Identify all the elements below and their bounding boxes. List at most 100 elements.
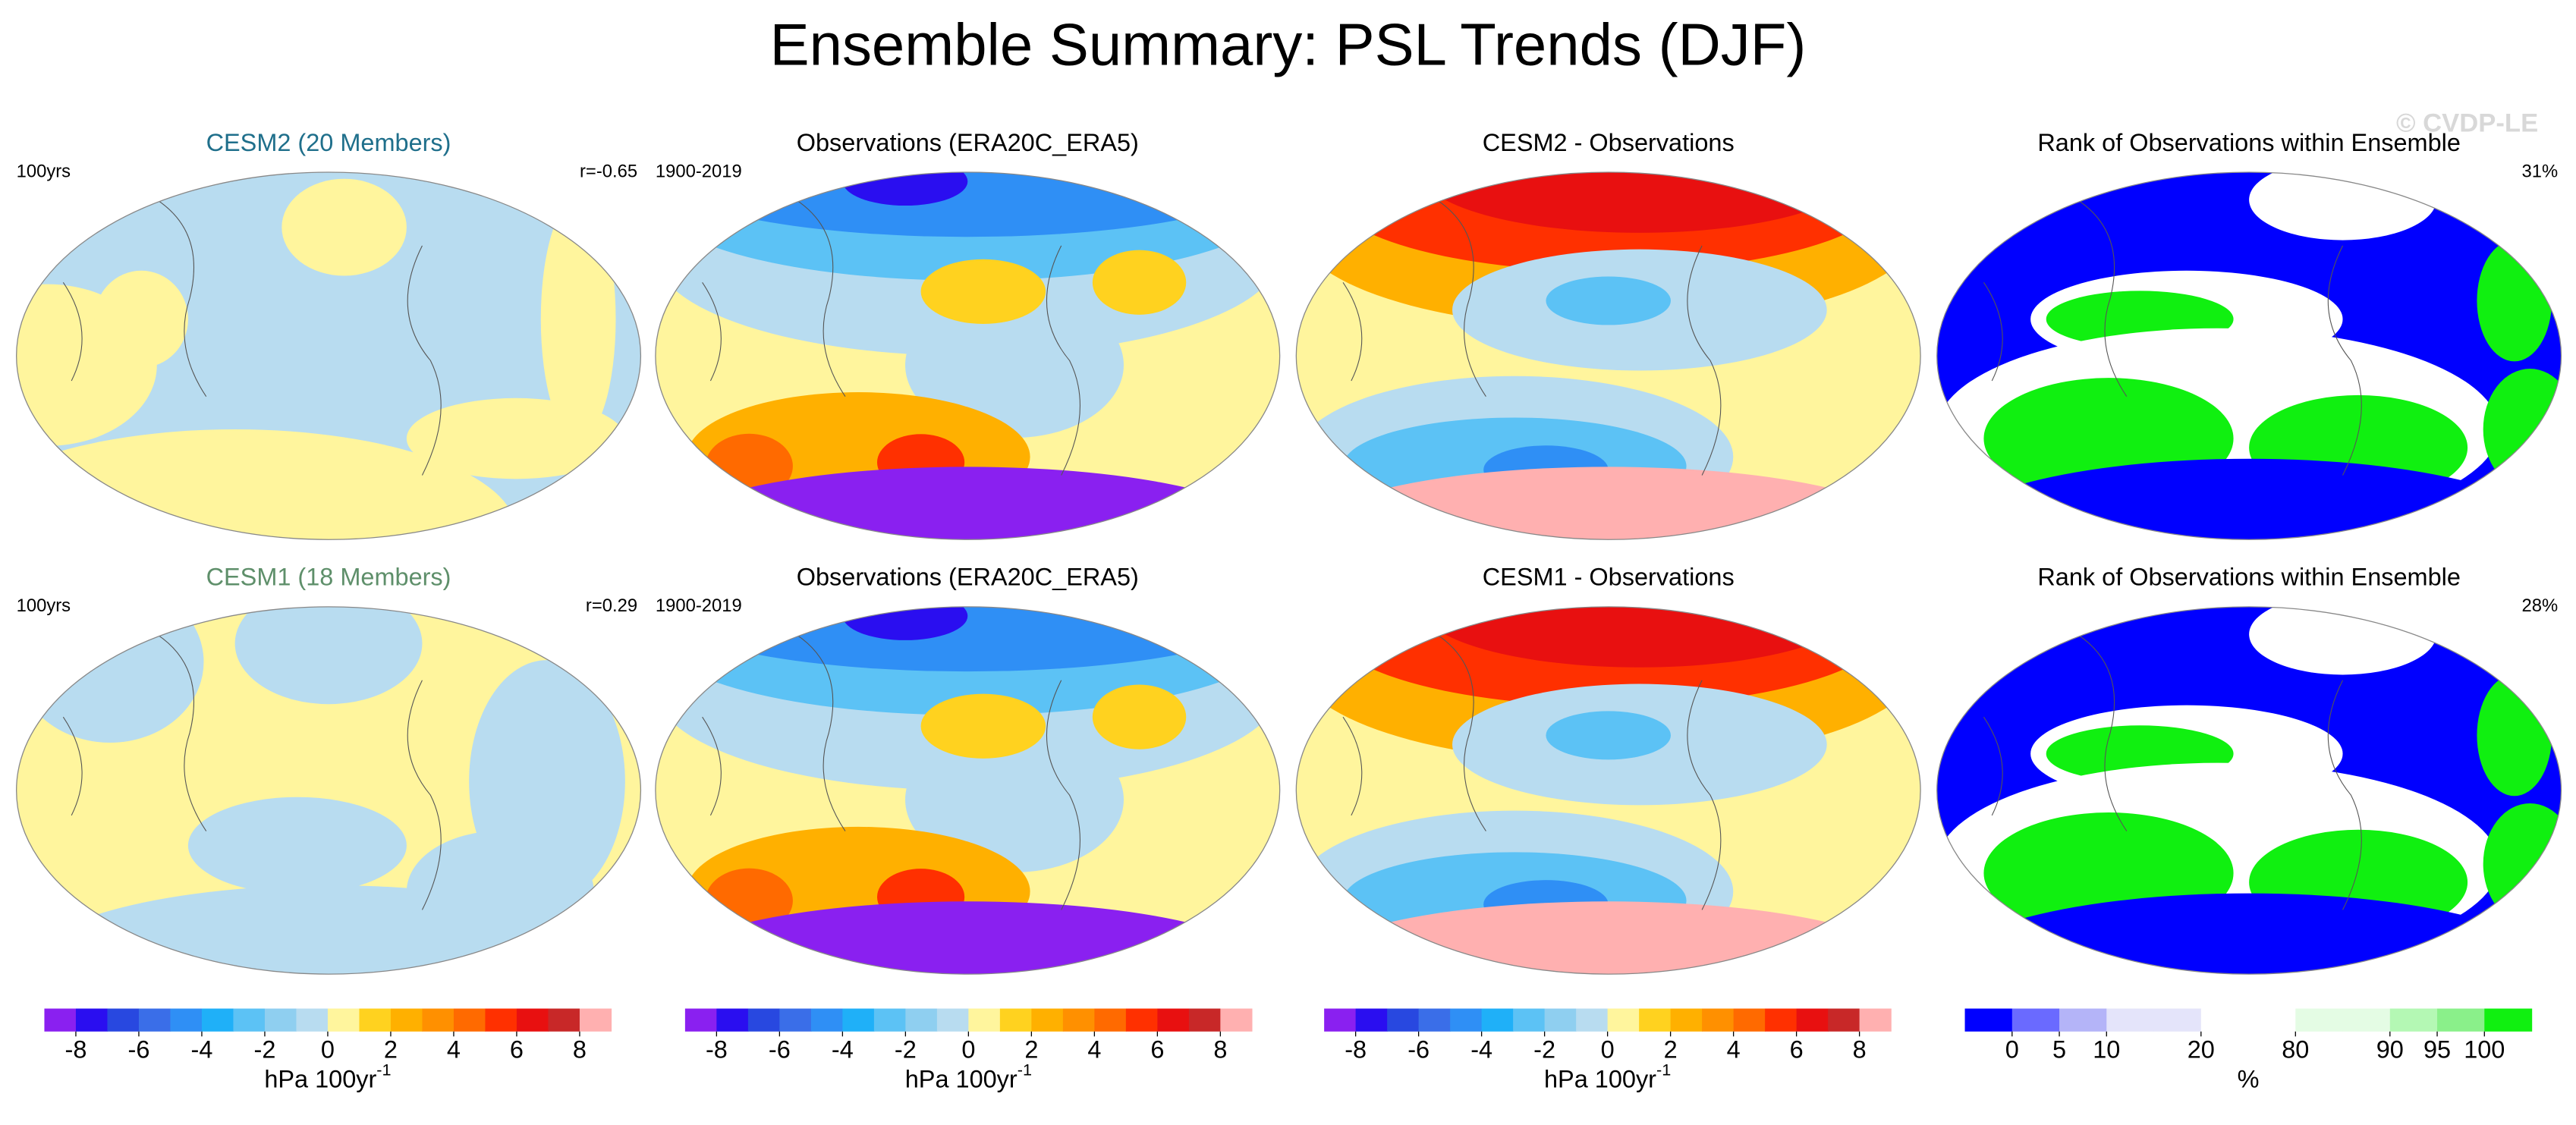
colorbar-tick-label: -8	[706, 1035, 728, 1063]
colorbar-tick-label: 8	[573, 1035, 587, 1063]
unit-exponent: -1	[376, 1060, 391, 1079]
colorbar-tick-label: 10	[2093, 1035, 2120, 1063]
colorbar-box	[485, 1008, 517, 1032]
colorbar-box	[1125, 1008, 1159, 1032]
colorbar-tick-label: -6	[1408, 1035, 1430, 1063]
coastline	[1983, 633, 2362, 910]
map-field	[1420, 171, 1858, 233]
colorbar-tick-label: -4	[832, 1035, 854, 1063]
unit-text: hPa 100yr	[1544, 1065, 1656, 1092]
map-field	[1546, 276, 1671, 325]
panel-title: CESM1 (18 Members)	[206, 564, 451, 591]
map-field	[2477, 674, 2552, 797]
colorbar-box	[873, 1008, 907, 1032]
colorbar-tick-label: -2	[254, 1035, 276, 1063]
colorbar-tick-label: 6	[1150, 1035, 1164, 1063]
colorbar-tick-label: 0	[321, 1035, 335, 1063]
map-field	[234, 606, 423, 705]
colorbar-tick-label: 80	[2282, 1035, 2309, 1063]
colorbar-tick-label: -8	[65, 1035, 87, 1063]
map-field	[655, 467, 1280, 540]
map	[16, 171, 641, 540]
colorbar-box	[684, 1008, 718, 1032]
map-field	[1092, 684, 1187, 749]
colorbar-tick-label: 2	[1024, 1035, 1038, 1063]
map-field	[1936, 458, 2562, 540]
panel-title: Observations (ERA20C_ERA5)	[797, 564, 1139, 591]
colorbar-box	[779, 1008, 812, 1032]
map-border	[16, 171, 642, 540]
panel-title: Rank of Observations within Ensemble	[2037, 564, 2461, 591]
colorbar-box	[2248, 1008, 2296, 1032]
panel-left-label: 100yrs	[17, 161, 71, 181]
panel-left-label: 1900-2019	[656, 595, 742, 616]
map-field	[1092, 250, 1187, 315]
coastline	[62, 199, 442, 476]
colorbar-tick-label: -4	[1470, 1035, 1492, 1063]
map-field	[905, 727, 1124, 872]
map-border	[655, 171, 1281, 540]
panel-right-label: r=0.29	[586, 595, 637, 616]
colorbar-box	[516, 1008, 549, 1032]
colorbar-box	[1031, 1008, 1064, 1032]
colorbar-box	[1062, 1008, 1096, 1032]
colorbar-box	[905, 1008, 938, 1032]
colorbar-box	[968, 1008, 1001, 1032]
map	[655, 606, 1280, 975]
panel-right-label: r=-0.65	[580, 161, 637, 181]
colorbar-tick-label: -2	[895, 1035, 917, 1063]
colorbar-box	[2437, 1008, 2485, 1032]
colorbar-tick-label: -6	[769, 1035, 791, 1063]
colorbar-tick-label: 6	[1790, 1035, 1804, 1063]
map-field	[187, 797, 407, 894]
colorbar-box	[1702, 1008, 1735, 1032]
map-field	[2249, 171, 2436, 240]
colorbar-box	[1450, 1008, 1483, 1032]
map	[655, 171, 1280, 540]
map-field	[842, 171, 968, 206]
map-field	[842, 606, 968, 640]
panel-right-label: 31%	[2522, 161, 2559, 181]
map	[1296, 606, 1921, 975]
unit-text: hPa 100yr	[264, 1065, 376, 1092]
map-field	[2483, 803, 2562, 925]
colorbar-box	[359, 1008, 392, 1032]
map-field	[469, 660, 625, 903]
panel-left-label: 1900-2019	[656, 161, 742, 181]
colorbar-box	[2342, 1008, 2391, 1032]
colorbar-box	[842, 1008, 875, 1032]
coastline	[1342, 633, 1722, 910]
colorbar-box	[936, 1008, 970, 1032]
colorbar-box	[75, 1008, 109, 1032]
map-border	[1295, 606, 1921, 975]
coastline	[62, 633, 442, 910]
map-field	[540, 197, 616, 441]
colorbar-tick-label: 8	[1853, 1035, 1867, 1063]
colorbar-unit: hPa 100yr-1	[1544, 1060, 1671, 1092]
colorbar-box	[1220, 1008, 1253, 1032]
colorbar-box	[1576, 1008, 1609, 1032]
unit-text: hPa 100yr	[905, 1065, 1018, 1092]
figure-title: Ensemble Summary: PSL Trends (DJF)	[770, 11, 1807, 77]
colorbar-box	[716, 1008, 749, 1032]
map-border	[16, 606, 642, 975]
colorbar-tick-label: 2	[1664, 1035, 1678, 1063]
map-field	[905, 292, 1124, 438]
colorbar-box	[2011, 1008, 2060, 1032]
colorbar-box	[170, 1008, 203, 1032]
map	[1936, 171, 2562, 540]
panel-title: CESM1 - Observations	[1483, 564, 1735, 591]
map	[1296, 171, 1921, 540]
colorbar-box	[1544, 1008, 1577, 1032]
colorbar-box	[810, 1008, 844, 1032]
colorbar-tick-label: -4	[191, 1035, 213, 1063]
map-border	[655, 606, 1281, 975]
colorbar-unit: %	[2238, 1065, 2260, 1092]
colorbar-box	[390, 1008, 423, 1032]
colorbar-box	[1765, 1008, 1798, 1032]
colorbar-tick-label: 2	[384, 1035, 398, 1063]
colorbar-tick-label: 4	[1087, 1035, 1101, 1063]
colorbar-box	[107, 1008, 140, 1032]
